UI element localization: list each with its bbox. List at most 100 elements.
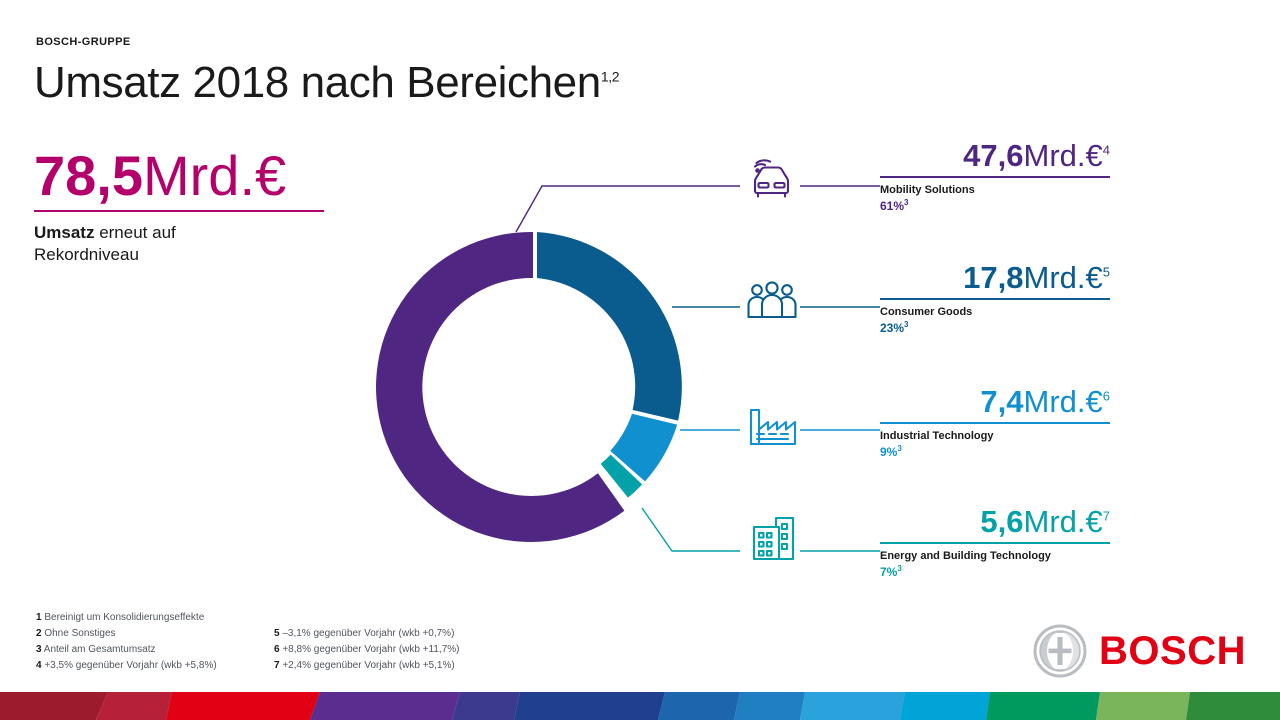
kpi-subtitle-bold: Umsatz	[34, 223, 95, 242]
page-title-text: Umsatz 2018 nach Bereichen	[34, 58, 601, 107]
legend-value: 7,4Mrd.€6	[880, 386, 1110, 417]
legend-value-number: 7,4	[980, 384, 1024, 419]
legend-divider	[880, 542, 1110, 544]
footnote-text: –3,1% gegenüber Vorjahr (wkb +0,7%)	[282, 628, 455, 639]
legend-value-unit: Mrd.€	[1023, 260, 1103, 295]
footnote-row: 7 +2,4% gegenüber Vorjahr (wkb +5,1%)	[274, 658, 460, 674]
legend-share-superscript: 3	[904, 319, 909, 329]
footnote-column-1: 1 Bereinigt um Konsolidierungseffekte 2 …	[36, 610, 217, 674]
footnote-marker: 6	[274, 644, 280, 655]
supergraphic-band	[0, 692, 108, 720]
bosch-logo: BOSCH	[1033, 624, 1246, 678]
donut-svg	[376, 231, 682, 542]
donut-segment-mobility-solutions[interactable]	[376, 231, 625, 542]
revenue-donut-chart	[368, 222, 698, 552]
donut-segment-energy-building-technology[interactable]	[600, 454, 643, 498]
legend-value-unit: Mrd.€	[1023, 138, 1103, 173]
people-icon	[746, 281, 798, 330]
footnote-row: 6 +8,8% gegenüber Vorjahr (wkb +11,7%)	[274, 642, 460, 658]
footnote-row: 1 Bereinigt um Konsolidierungseffekte	[36, 610, 217, 626]
footnote-marker: 7	[274, 660, 280, 671]
car-icon	[744, 158, 798, 213]
footnote-text: +2,4% gegenüber Vorjahr (wkb +5,1%)	[282, 660, 455, 671]
supergraphic-band	[452, 692, 520, 720]
supergraphic-band	[166, 692, 320, 720]
legend-value-superscript: 7	[1102, 508, 1110, 524]
supergraphic-band	[658, 692, 740, 720]
supergraphic-band	[310, 692, 460, 720]
total-revenue-kpi: 78,5Mrd.€ Umsatz erneut auf Rekordniveau	[34, 148, 364, 266]
supergraphic-band	[900, 692, 990, 720]
legend-share: 7%3	[880, 564, 1110, 579]
brand-eyebrow: BOSCH-GRUPPE	[36, 36, 131, 48]
footnote-row: 3 Anteil am Gesamtumsatz	[36, 642, 217, 658]
kpi-unit: Mrd.€	[143, 144, 287, 207]
footnote-row	[274, 610, 460, 626]
footnote-row: 2 Ohne Sonstiges	[36, 626, 217, 642]
legend-share-value: 23%	[880, 320, 905, 335]
footnote-marker: 1	[36, 612, 42, 623]
bosch-supergraphic	[0, 692, 1280, 720]
kpi-divider	[34, 210, 324, 212]
footnote-row: 4 +3,5% gegenüber Vorjahr (wkb +5,8%)	[36, 658, 217, 674]
kpi-number: 78,5	[34, 144, 143, 207]
footnote-marker: 5	[274, 628, 280, 639]
kpi-value: 78,5Mrd.€	[34, 148, 364, 204]
legend-label: Mobility Solutions	[880, 183, 975, 196]
legend-value-superscript: 6	[1102, 388, 1110, 404]
legend-divider	[880, 298, 1110, 300]
legend-share-value: 7%	[880, 564, 898, 579]
legend-value: 17,8Mrd.€5	[880, 262, 1110, 293]
footnote-column-2: 5 –3,1% gegenüber Vorjahr (wkb +0,7%) 6 …	[274, 610, 460, 674]
footnote-text: Bereinigt um Konsolidierungseffekte	[44, 612, 205, 623]
footnote-text: +8,8% gegenüber Vorjahr (wkb +11,7%)	[282, 644, 460, 655]
legend-label: Industrial Technology	[880, 429, 994, 442]
legend-value: 47,6Mrd.€4	[880, 140, 1110, 171]
legend-share: 9%3	[880, 444, 1110, 459]
footnote-row: 5 –3,1% gegenüber Vorjahr (wkb +0,7%)	[274, 626, 460, 642]
supergraphic-band	[1096, 692, 1190, 720]
legend-item-consumer-goods[interactable]: 17,8Mrd.€5 Consumer Goods 23%3	[880, 262, 1110, 335]
supergraphic-band	[734, 692, 805, 720]
footnote-marker: 3	[36, 644, 42, 655]
legend-share-value: 61%	[880, 198, 905, 213]
legend-share-superscript: 3	[904, 197, 909, 207]
donut-segment-consumer-goods[interactable]	[537, 232, 682, 421]
legend-divider	[880, 422, 1110, 424]
building-icon	[748, 513, 800, 570]
legend-value-number: 17,8	[963, 260, 1024, 295]
legend-value: 5,6Mrd.€7	[880, 506, 1110, 537]
footnote-text: Ohne Sonstiges	[44, 628, 116, 639]
supergraphic-band	[1186, 692, 1280, 720]
legend-share-value: 9%	[880, 444, 898, 459]
legend-value-superscript: 4	[1102, 142, 1110, 158]
donut-segment-industrial-technology[interactable]	[610, 413, 678, 482]
legend-value-superscript: 5	[1102, 264, 1110, 280]
kpi-subtitle-rest: erneut auf	[94, 223, 176, 242]
legend-value-number: 5,6	[980, 504, 1024, 539]
supergraphic-band	[96, 692, 172, 720]
legend-value-number: 47,6	[963, 138, 1024, 173]
legend-value-unit: Mrd.€	[1023, 384, 1103, 419]
legend-share-superscript: 3	[897, 563, 902, 573]
legend-item-industrial-technology[interactable]: 7,4Mrd.€6 Industrial Technology 9%3	[880, 386, 1110, 459]
footnote-text: +3,5% gegenüber Vorjahr (wkb +5,8%)	[44, 660, 217, 671]
legend-label: Consumer Goods	[880, 305, 973, 318]
legend-item-mobility-solutions[interactable]: 47,6Mrd.€4 Mobility Solutions 61%3	[880, 140, 1110, 213]
supergraphic-band	[986, 692, 1100, 720]
kpi-subtitle: Umsatz erneut auf Rekordniveau	[34, 222, 364, 266]
legend-item-energy-building-technology[interactable]: 5,6Mrd.€7 Energy and Building Technology…	[880, 506, 1110, 579]
legend-share: 61%3	[880, 198, 1110, 213]
supergraphic-band	[800, 692, 905, 720]
bosch-anchor-icon	[1033, 624, 1087, 678]
page-title-superscript: 1,2	[600, 68, 620, 85]
legend-divider	[880, 176, 1110, 178]
page-title: Umsatz 2018 nach Bereichen1,2	[34, 58, 619, 108]
legend-share: 23%3	[880, 320, 1110, 335]
legend-share-superscript: 3	[897, 443, 902, 453]
footnote-text: Anteil am Gesamtumsatz	[43, 644, 156, 655]
factory-icon	[748, 403, 798, 454]
footnote-marker: 4	[36, 660, 42, 671]
legend-label: Energy and Building Technology	[880, 549, 1051, 562]
